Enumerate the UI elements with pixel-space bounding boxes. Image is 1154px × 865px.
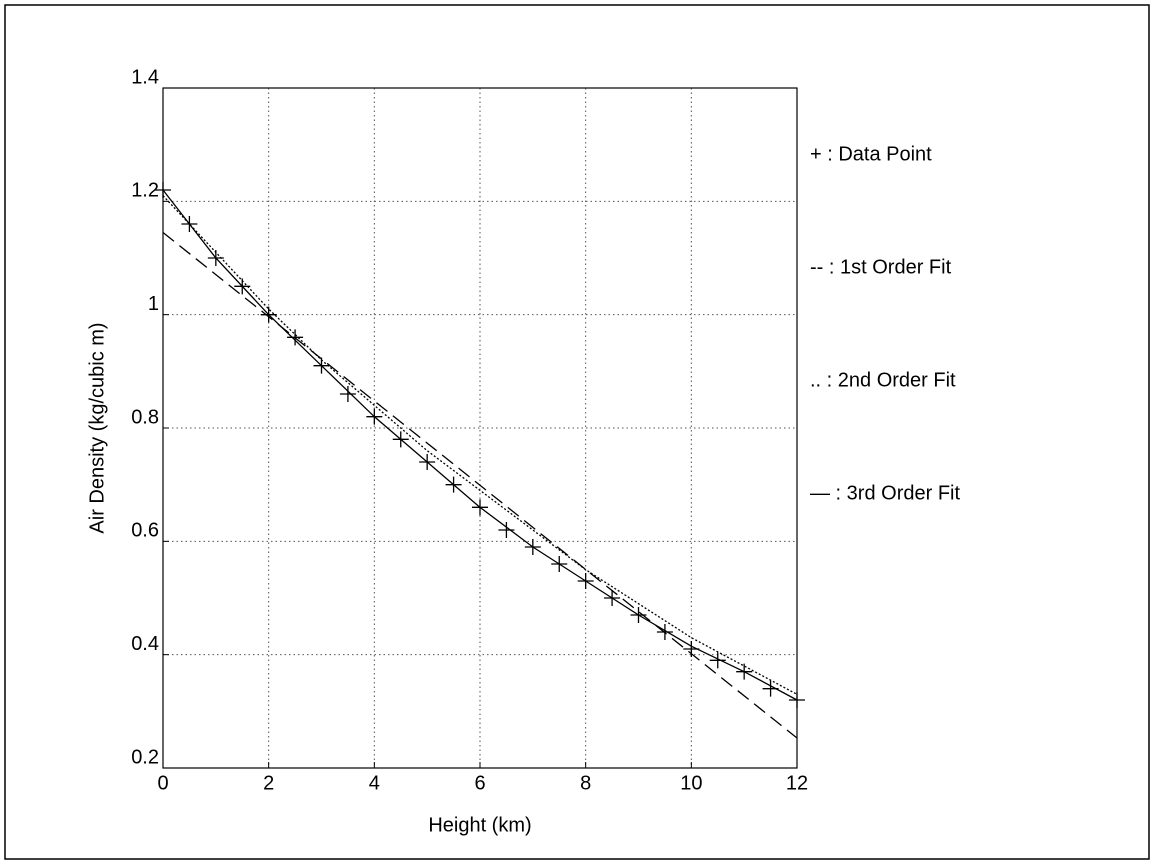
x-tick-label: 6 bbox=[474, 772, 485, 794]
y-axis-label: Air Density (kg/cubic m) bbox=[86, 322, 108, 533]
y-tick-label: 0.2 bbox=[131, 746, 159, 768]
y-tick-label: 0.6 bbox=[131, 520, 159, 542]
data-point bbox=[709, 652, 726, 669]
figure-frame bbox=[4, 4, 1150, 860]
x-tick-label: 0 bbox=[157, 772, 168, 794]
fit-line bbox=[162, 189, 798, 701]
x-axis-label: Height (km) bbox=[428, 814, 531, 836]
y-tick-label: 1.2 bbox=[131, 180, 159, 202]
y-tick-label: 0.8 bbox=[131, 406, 159, 428]
x-tick-label: 12 bbox=[786, 772, 808, 794]
data-point bbox=[498, 522, 515, 538]
fit-line bbox=[162, 231, 798, 739]
y-tick-label: 1.4 bbox=[131, 66, 159, 88]
legend-entry: — : 3rd Order Fit bbox=[810, 482, 960, 504]
y-tick-label: 0.4 bbox=[131, 633, 159, 655]
legend-entry: .. : 2nd Order Fit bbox=[810, 369, 956, 391]
x-tick-label: 8 bbox=[580, 772, 591, 794]
legend-entry: + : Data Point bbox=[810, 143, 932, 165]
x-tick-label: 4 bbox=[369, 772, 380, 794]
fit-line bbox=[162, 195, 798, 695]
plot-frame bbox=[162, 87, 798, 769]
y-tick-label: 1 bbox=[148, 293, 159, 315]
data-point bbox=[339, 386, 356, 402]
x-tick-label: 10 bbox=[680, 772, 702, 794]
legend-entry: -- : 1st Order Fit bbox=[810, 256, 952, 278]
x-tick-label: 2 bbox=[263, 772, 274, 794]
